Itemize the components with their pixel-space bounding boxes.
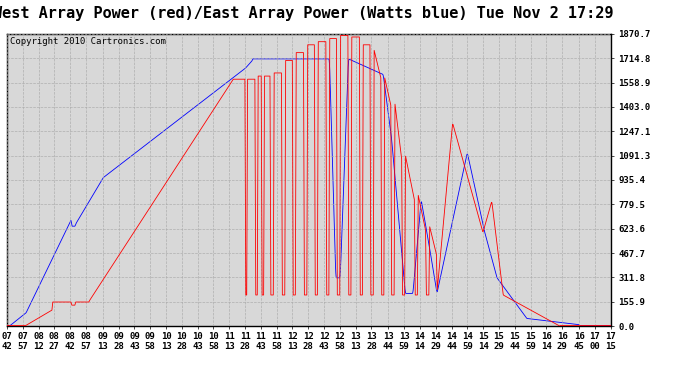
Text: West Array Power (red)/East Array Power (Watts blue) Tue Nov 2 17:29: West Array Power (red)/East Array Power … (0, 6, 614, 21)
Text: Copyright 2010 Cartronics.com: Copyright 2010 Cartronics.com (10, 37, 166, 46)
